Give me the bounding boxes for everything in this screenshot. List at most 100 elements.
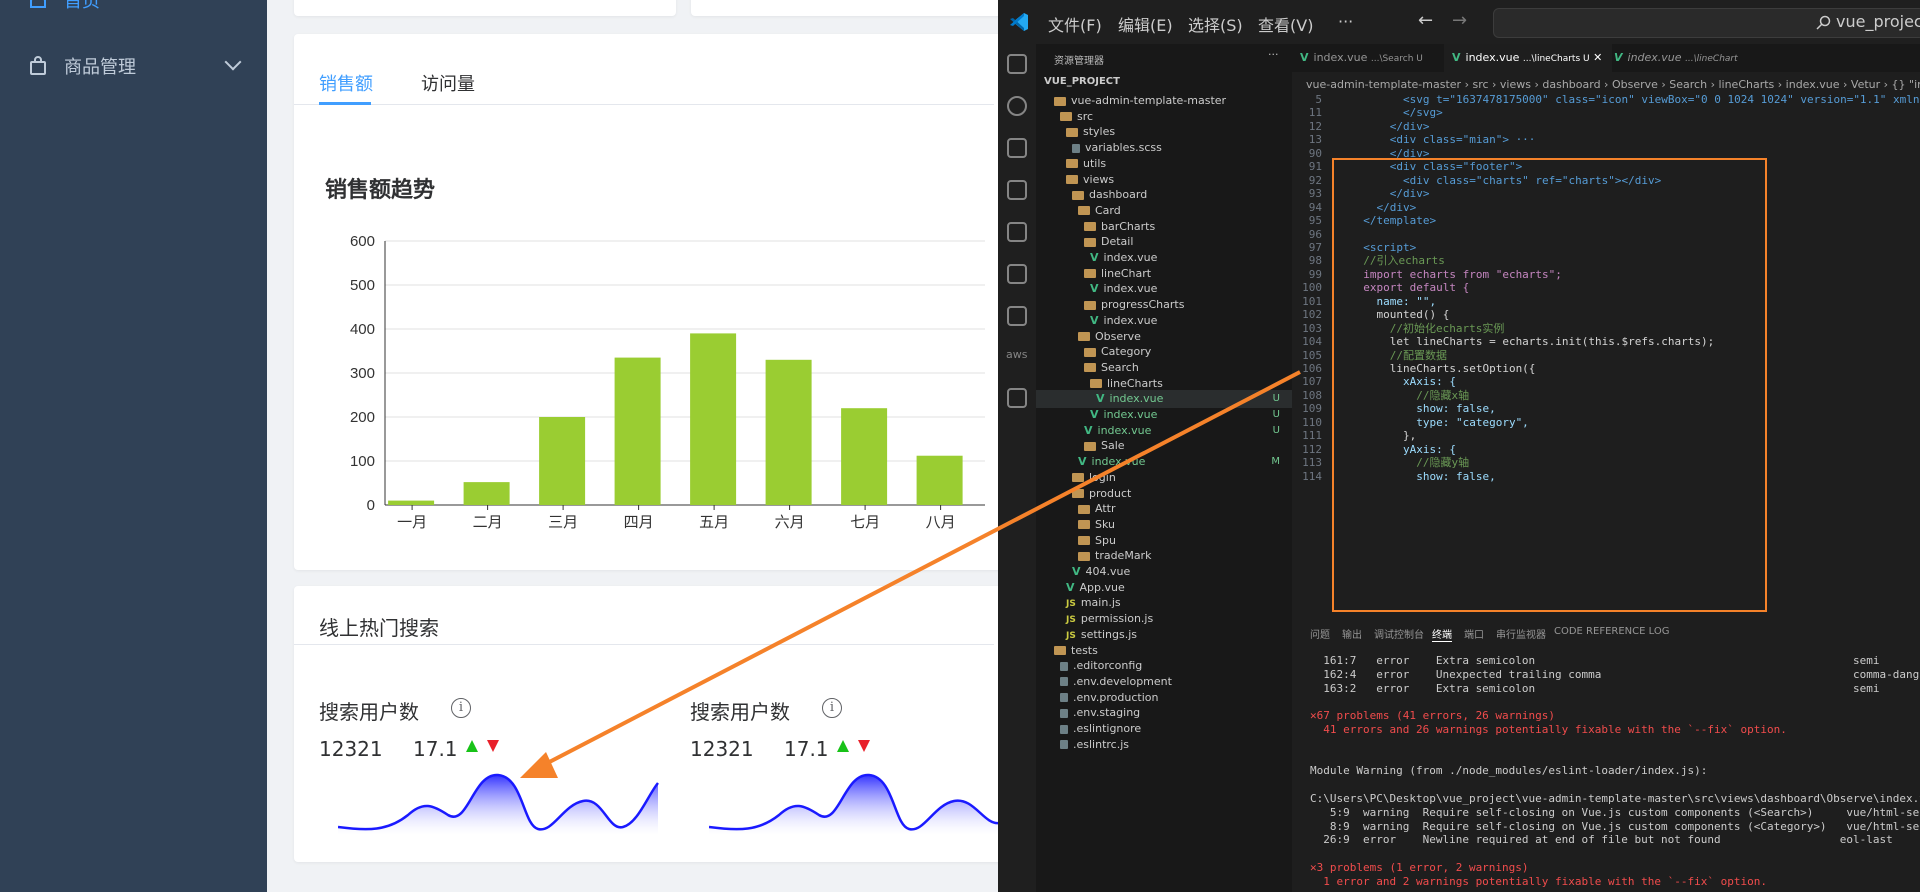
tree-item[interactable]: variables.scss — [1036, 139, 1162, 157]
code-line[interactable]: </div> — [1350, 200, 1417, 214]
tree-item[interactable]: views — [1036, 171, 1114, 189]
remote-icon[interactable] — [1007, 264, 1027, 284]
tree-item[interactable]: Spu — [1036, 532, 1116, 550]
tree-item[interactable]: lineChart — [1036, 265, 1151, 283]
close-icon[interactable]: ✕ — [1593, 51, 1603, 64]
tree-item[interactable]: V App.vue — [1036, 579, 1125, 597]
tree-item[interactable]: styles — [1036, 123, 1115, 141]
tree-item[interactable]: Search — [1036, 359, 1139, 377]
tab-visits[interactable]: 访问量 — [421, 74, 475, 95]
tree-item[interactable]: JS main.js — [1036, 594, 1121, 612]
code-line[interactable]: //引入echarts — [1350, 254, 1445, 268]
code-line[interactable]: <svg t="1637478175000" class="icon" view… — [1350, 93, 1920, 106]
code-line[interactable]: <div class="mian"> ··· — [1350, 133, 1536, 147]
source-control-icon[interactable] — [1007, 138, 1027, 158]
code-line[interactable]: <script> — [1350, 240, 1417, 254]
tree-item[interactable]: Attr — [1036, 500, 1115, 518]
back-arrow-icon[interactable]: ← — [1418, 10, 1434, 31]
panel-tab[interactable]: CODE REFERENCE LOG — [1554, 626, 1670, 637]
tree-item[interactable]: tradeMark — [1036, 547, 1151, 565]
code-line[interactable]: xAxis: { — [1350, 375, 1456, 389]
tree-item[interactable]: src — [1036, 108, 1093, 126]
chat-icon[interactable] — [1007, 388, 1027, 408]
sidebar-item-product-management[interactable]: 商品管理 — [0, 38, 267, 94]
tree-item[interactable]: .env.staging — [1036, 704, 1140, 722]
tree-item[interactable]: product — [1036, 485, 1131, 503]
code-line[interactable]: <div class="footer"> — [1350, 160, 1523, 174]
code-line[interactable]: </div> — [1350, 187, 1430, 201]
tree-item[interactable]: tests — [1036, 642, 1098, 660]
code-line[interactable]: show: false, — [1350, 469, 1496, 483]
code-line[interactable]: lineCharts.setOption({ — [1350, 362, 1536, 375]
tree-item[interactable]: Sale — [1036, 437, 1125, 455]
menu-selection[interactable]: 选择(S) — [1188, 16, 1243, 35]
menu-view[interactable]: 查看(V) — [1258, 16, 1314, 35]
tree-item[interactable]: progressCharts — [1036, 296, 1184, 314]
tree-item[interactable]: Category — [1036, 343, 1151, 361]
forward-arrow-icon[interactable]: → — [1452, 10, 1468, 31]
tree-item[interactable]: JS permission.js — [1036, 610, 1153, 628]
tree-item[interactable]: V 404.vue — [1036, 563, 1130, 581]
code-line[interactable]: //初始化echarts实例 — [1350, 321, 1505, 335]
tree-item[interactable]: Sku — [1036, 516, 1115, 534]
tree-item[interactable]: Observe — [1036, 328, 1141, 346]
code-line[interactable]: //隐藏y轴 — [1350, 456, 1470, 470]
menu-edit[interactable]: 编辑(E) — [1118, 16, 1173, 35]
code-line[interactable]: mounted() { — [1350, 308, 1450, 322]
tree-item[interactable]: .eslintignore — [1036, 720, 1141, 738]
info-icon[interactable]: i — [822, 698, 842, 718]
code-line[interactable]: type: "category", — [1350, 415, 1529, 429]
tree-item[interactable]: .env.production — [1036, 689, 1158, 707]
tree-item[interactable]: .env.development — [1036, 673, 1172, 691]
code-line[interactable]: </svg> — [1350, 106, 1443, 120]
code-line[interactable]: let lineCharts = echarts.init(this.$refs… — [1350, 335, 1715, 349]
terminal-output[interactable]: 161:7 error Extra semicolon semi 162:4 e… — [1310, 654, 1920, 892]
run-debug-icon[interactable] — [1007, 180, 1027, 200]
code-line[interactable]: show: false, — [1350, 402, 1496, 416]
tree-item[interactable]: .editorconfig — [1036, 657, 1142, 675]
code-line[interactable]: export default { — [1350, 281, 1470, 295]
menu-more[interactable]: ··· — [1338, 12, 1354, 31]
panel-tab[interactable]: 终端 — [1432, 626, 1452, 642]
panel-tab[interactable]: 串行监视器 — [1496, 630, 1546, 641]
tab-sales[interactable]: 销售额 — [319, 74, 373, 95]
tree-item[interactable]: utils — [1036, 155, 1106, 173]
more-actions-icon[interactable]: ··· — [1268, 48, 1279, 61]
panel-tab[interactable]: 端口 — [1464, 630, 1484, 641]
panel-tab[interactable]: 输出 — [1342, 630, 1362, 641]
tree-item[interactable]: dashboard — [1036, 186, 1147, 204]
panel-tab[interactable]: 调试控制台 — [1374, 630, 1424, 641]
code-line[interactable]: }, — [1350, 429, 1417, 443]
aws-icon[interactable]: aws — [1006, 348, 1028, 361]
tree-item[interactable]: Detail — [1036, 233, 1133, 251]
breadcrumb[interactable]: vue-admin-template-master › src › views … — [1306, 78, 1920, 91]
tree-item[interactable]: Card — [1036, 202, 1121, 220]
tree-item[interactable]: login — [1036, 469, 1116, 487]
code-line[interactable]: </div> — [1350, 119, 1430, 133]
search-icon[interactable] — [1007, 96, 1027, 116]
tree-item[interactable]: lineCharts — [1036, 375, 1163, 393]
code-line[interactable]: </template> — [1350, 214, 1437, 228]
code-line[interactable]: name: "", — [1350, 294, 1437, 308]
code-line[interactable]: </div> — [1350, 146, 1430, 160]
code-line[interactable]: //隐藏x轴 — [1350, 388, 1470, 402]
code-line[interactable]: import echarts from "echarts"; — [1350, 267, 1562, 281]
tree-item[interactable]: JS settings.js — [1036, 626, 1137, 644]
code-line[interactable]: <div class="charts" ref="charts"></div> — [1350, 173, 1662, 187]
code-line[interactable]: yAxis: { — [1350, 442, 1456, 456]
menu-file[interactable]: 文件(F) — [1048, 16, 1102, 35]
tree-item[interactable]: barCharts — [1036, 218, 1155, 236]
info-icon[interactable]: i — [451, 698, 471, 718]
command-center-search[interactable]: vue_project — [1493, 8, 1920, 38]
tree-item[interactable]: vue-admin-template-master — [1036, 92, 1226, 110]
sidebar-item-home[interactable]: 首页 — [0, 0, 267, 28]
code-line[interactable]: //配置数据 — [1350, 348, 1447, 362]
